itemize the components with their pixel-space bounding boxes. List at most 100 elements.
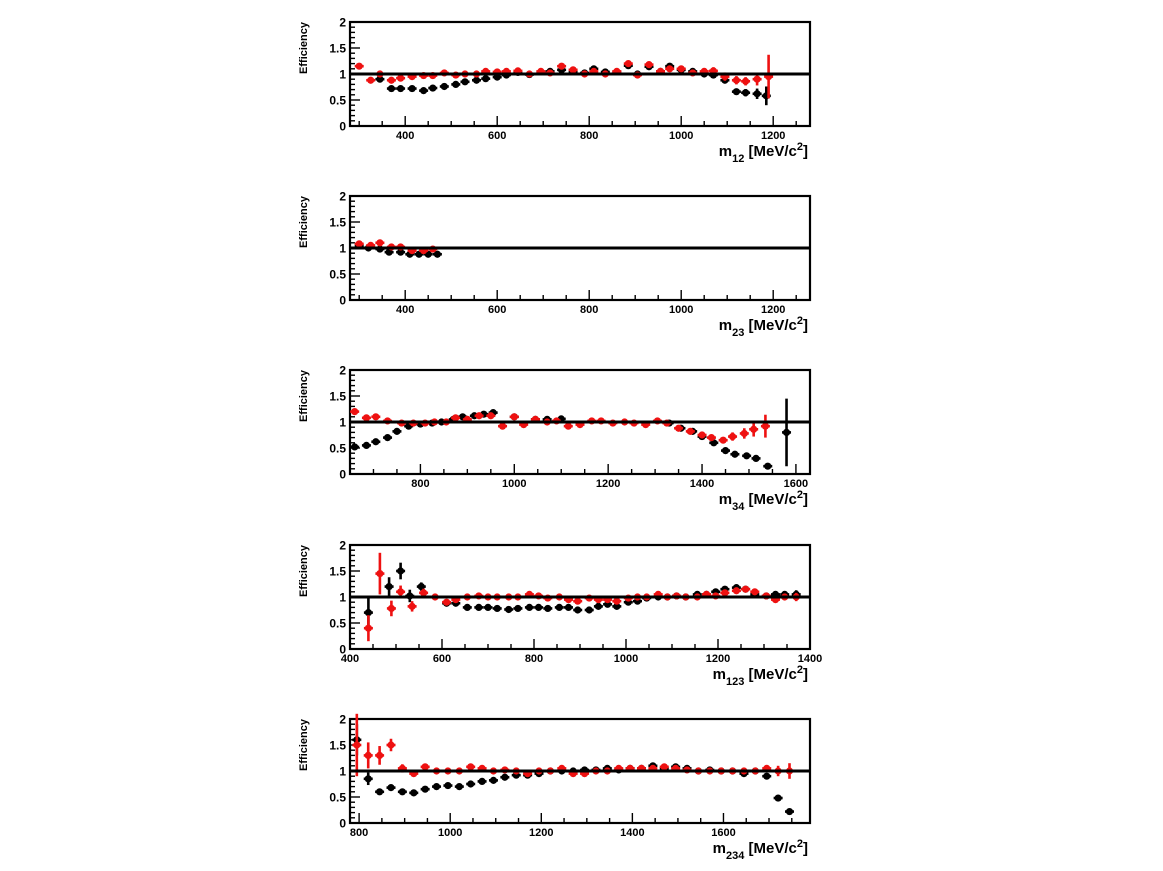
data-point [398, 788, 406, 796]
y-tick-label: 2 [339, 713, 346, 727]
series-black [350, 398, 792, 470]
x-tick-label: 1000 [669, 130, 693, 142]
x-tick-label: 1200 [761, 130, 785, 142]
data-point [408, 84, 416, 93]
x-tick-label: 1400 [690, 478, 714, 490]
data-point [487, 412, 495, 420]
y-axis-label: Efficiency [298, 369, 310, 422]
data-point [558, 62, 566, 70]
data-point [510, 413, 518, 421]
data-point [443, 598, 451, 606]
x-axis-label-close: ] [803, 666, 808, 683]
data-point [707, 434, 716, 442]
x-axis-label-unit: [MeV/c [744, 666, 797, 683]
y-tick-label: 1 [339, 591, 346, 605]
data-point [397, 74, 405, 82]
y-tick-label: 1 [339, 416, 346, 430]
x-axis-label-sub: 34 [732, 501, 745, 513]
data-point [387, 741, 395, 749]
data-point [501, 773, 509, 781]
data-point [731, 450, 739, 458]
y-tick-label: 0.5 [329, 442, 346, 456]
x-axis-label-base: m [713, 840, 726, 857]
data-point [376, 570, 384, 578]
x-tick-label: 600 [433, 653, 451, 665]
data-point [753, 90, 761, 98]
data-point [674, 424, 683, 432]
y-tick-label: 0 [339, 294, 346, 308]
data-point [677, 65, 685, 73]
x-tick-label: 800 [411, 478, 429, 490]
data-point [574, 606, 582, 614]
data-point [751, 588, 759, 596]
y-tick-label: 1.5 [329, 42, 346, 56]
data-point [463, 603, 471, 612]
data-point [467, 763, 475, 771]
data-point [385, 583, 393, 591]
data-point [455, 783, 463, 791]
data-point [564, 603, 573, 612]
x-tick-label: 1000 [438, 827, 462, 839]
data-point [410, 789, 418, 797]
x-tick-label: 600 [488, 130, 506, 142]
data-point [564, 422, 572, 430]
chart-panel-4: 0 0.5 1 1.5 2 400 600 800 1000 1200 1400 Efficiency… [298, 539, 822, 689]
data-point [594, 602, 603, 610]
y-tick-label: 1.5 [329, 216, 346, 230]
x-axis-label-sup: 2 [797, 141, 803, 153]
data-point [645, 61, 653, 69]
data-point [774, 794, 782, 802]
data-point [535, 603, 543, 612]
data-point [761, 422, 770, 430]
y-tick-label: 1.5 [329, 739, 346, 753]
data-point [387, 84, 395, 93]
x-axis-label-sub: 12 [732, 153, 744, 165]
data-point [613, 602, 621, 610]
data-point [742, 585, 750, 593]
y-tick-label: 2 [339, 16, 346, 30]
data-point [660, 763, 668, 771]
y-tick-label: 1.5 [329, 390, 346, 404]
x-axis-label: m234 [MeV/c2] [713, 838, 808, 862]
data-point [351, 443, 359, 451]
x-axis-label-unit: [MeV/c [744, 840, 797, 857]
data-point [376, 751, 384, 760]
data-point [452, 414, 460, 422]
x-axis-label-sup: 2 [797, 315, 803, 327]
x-tick-label: 400 [341, 653, 359, 665]
y-tick-label: 0.5 [329, 94, 346, 108]
y-tick-label: 2 [339, 364, 346, 378]
y-tick-label: 1.5 [329, 565, 346, 579]
data-point [525, 603, 534, 612]
data-point [514, 604, 522, 613]
data-point [372, 413, 380, 421]
data-point [351, 408, 359, 416]
data-point [666, 65, 674, 73]
data-point [417, 583, 425, 591]
x-tick-label: 1200 [596, 478, 620, 490]
data-point [421, 763, 429, 771]
x-axis-label-base: m [719, 317, 732, 334]
x-axis-label-sup: 2 [797, 489, 803, 501]
y-tick-label: 1 [339, 68, 346, 82]
x-axis-label-base: m [713, 666, 726, 683]
data-point [721, 589, 729, 597]
data-point [383, 434, 392, 442]
series-red [350, 408, 770, 444]
y-axis-label: Efficiency [298, 195, 310, 248]
y-tick-label: 2 [339, 539, 346, 553]
data-point [387, 784, 395, 792]
x-tick-label: 1400 [798, 653, 822, 665]
data-point [387, 76, 395, 84]
data-point [698, 431, 706, 439]
data-point [742, 77, 750, 85]
data-point [364, 624, 372, 632]
chart-panel-3: 0 0.5 1 1.5 2 800 1000 1200 1400 1600 Efficiency m3… [298, 364, 812, 513]
x-tick-label: 1600 [784, 478, 808, 490]
data-point [732, 587, 741, 595]
data-point [743, 452, 751, 460]
data-point [376, 239, 384, 247]
y-tick-label: 0 [339, 120, 346, 134]
data-point [763, 772, 771, 780]
x-tick-label: 1600 [711, 827, 735, 839]
